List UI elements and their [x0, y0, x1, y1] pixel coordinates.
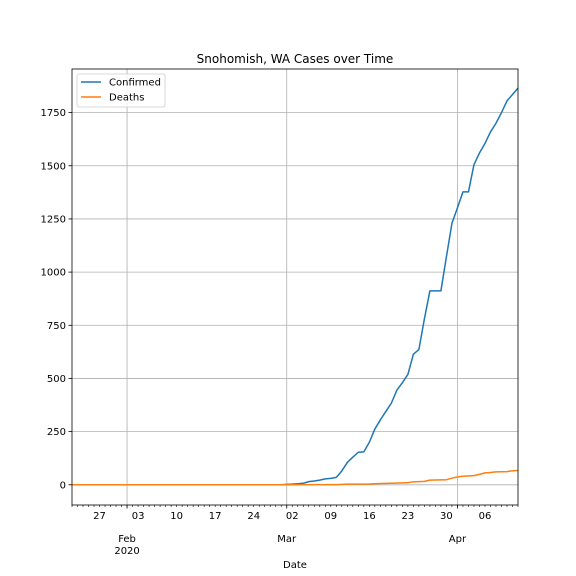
- x-minor-tick-label: 16: [363, 511, 376, 522]
- legend-label-deaths: Deaths: [109, 93, 144, 104]
- x-minor-tick-label: 06: [479, 511, 492, 522]
- series-line-deaths: [72, 469, 519, 486]
- y-tick-label: 250: [47, 427, 66, 438]
- x-axis-label: Date: [283, 560, 307, 571]
- chart-title: Snohomish, WA Cases over Time: [197, 52, 394, 66]
- x-minor-tick-label: 02: [286, 511, 299, 522]
- x-minor-tick-label: 23: [402, 511, 415, 522]
- x-major-tick-label: Feb: [118, 534, 136, 545]
- gridlines: [72, 69, 518, 505]
- y-axis: 0 250 500 750 1000 1250 1500 1750: [41, 108, 72, 491]
- plot-frame: [71, 68, 519, 506]
- x-minor-tick-label: 24: [247, 511, 260, 522]
- y-tick-label: 1500: [41, 161, 66, 172]
- x-minor-tick-label: 09: [324, 511, 337, 522]
- y-tick-label: 1000: [41, 268, 66, 279]
- x-minor-tick-label: 03: [132, 511, 145, 522]
- y-tick-label: 500: [47, 374, 66, 385]
- series-lines: [72, 87, 519, 486]
- y-tick-label: 1250: [41, 214, 66, 225]
- legend: Confirmed Deaths: [76, 73, 166, 108]
- y-tick-label: 750: [47, 321, 66, 332]
- x-major-tick-label: Apr: [449, 534, 467, 545]
- y-tick-label: 0: [60, 480, 66, 491]
- series-line-confirmed: [72, 87, 519, 486]
- legend-label-confirmed: Confirmed: [109, 78, 161, 89]
- plot-area: [72, 69, 518, 505]
- x-major-tick-label: Mar: [277, 534, 297, 545]
- x-minor-tick-label: 17: [209, 511, 222, 522]
- x-minor-tick-label: 30: [440, 511, 453, 522]
- x-minor-tick-label: 10: [170, 511, 183, 522]
- x-year-label: 2020: [114, 546, 139, 557]
- x-minor-tick-label: 27: [93, 511, 106, 522]
- y-tick-label: 1750: [41, 108, 66, 119]
